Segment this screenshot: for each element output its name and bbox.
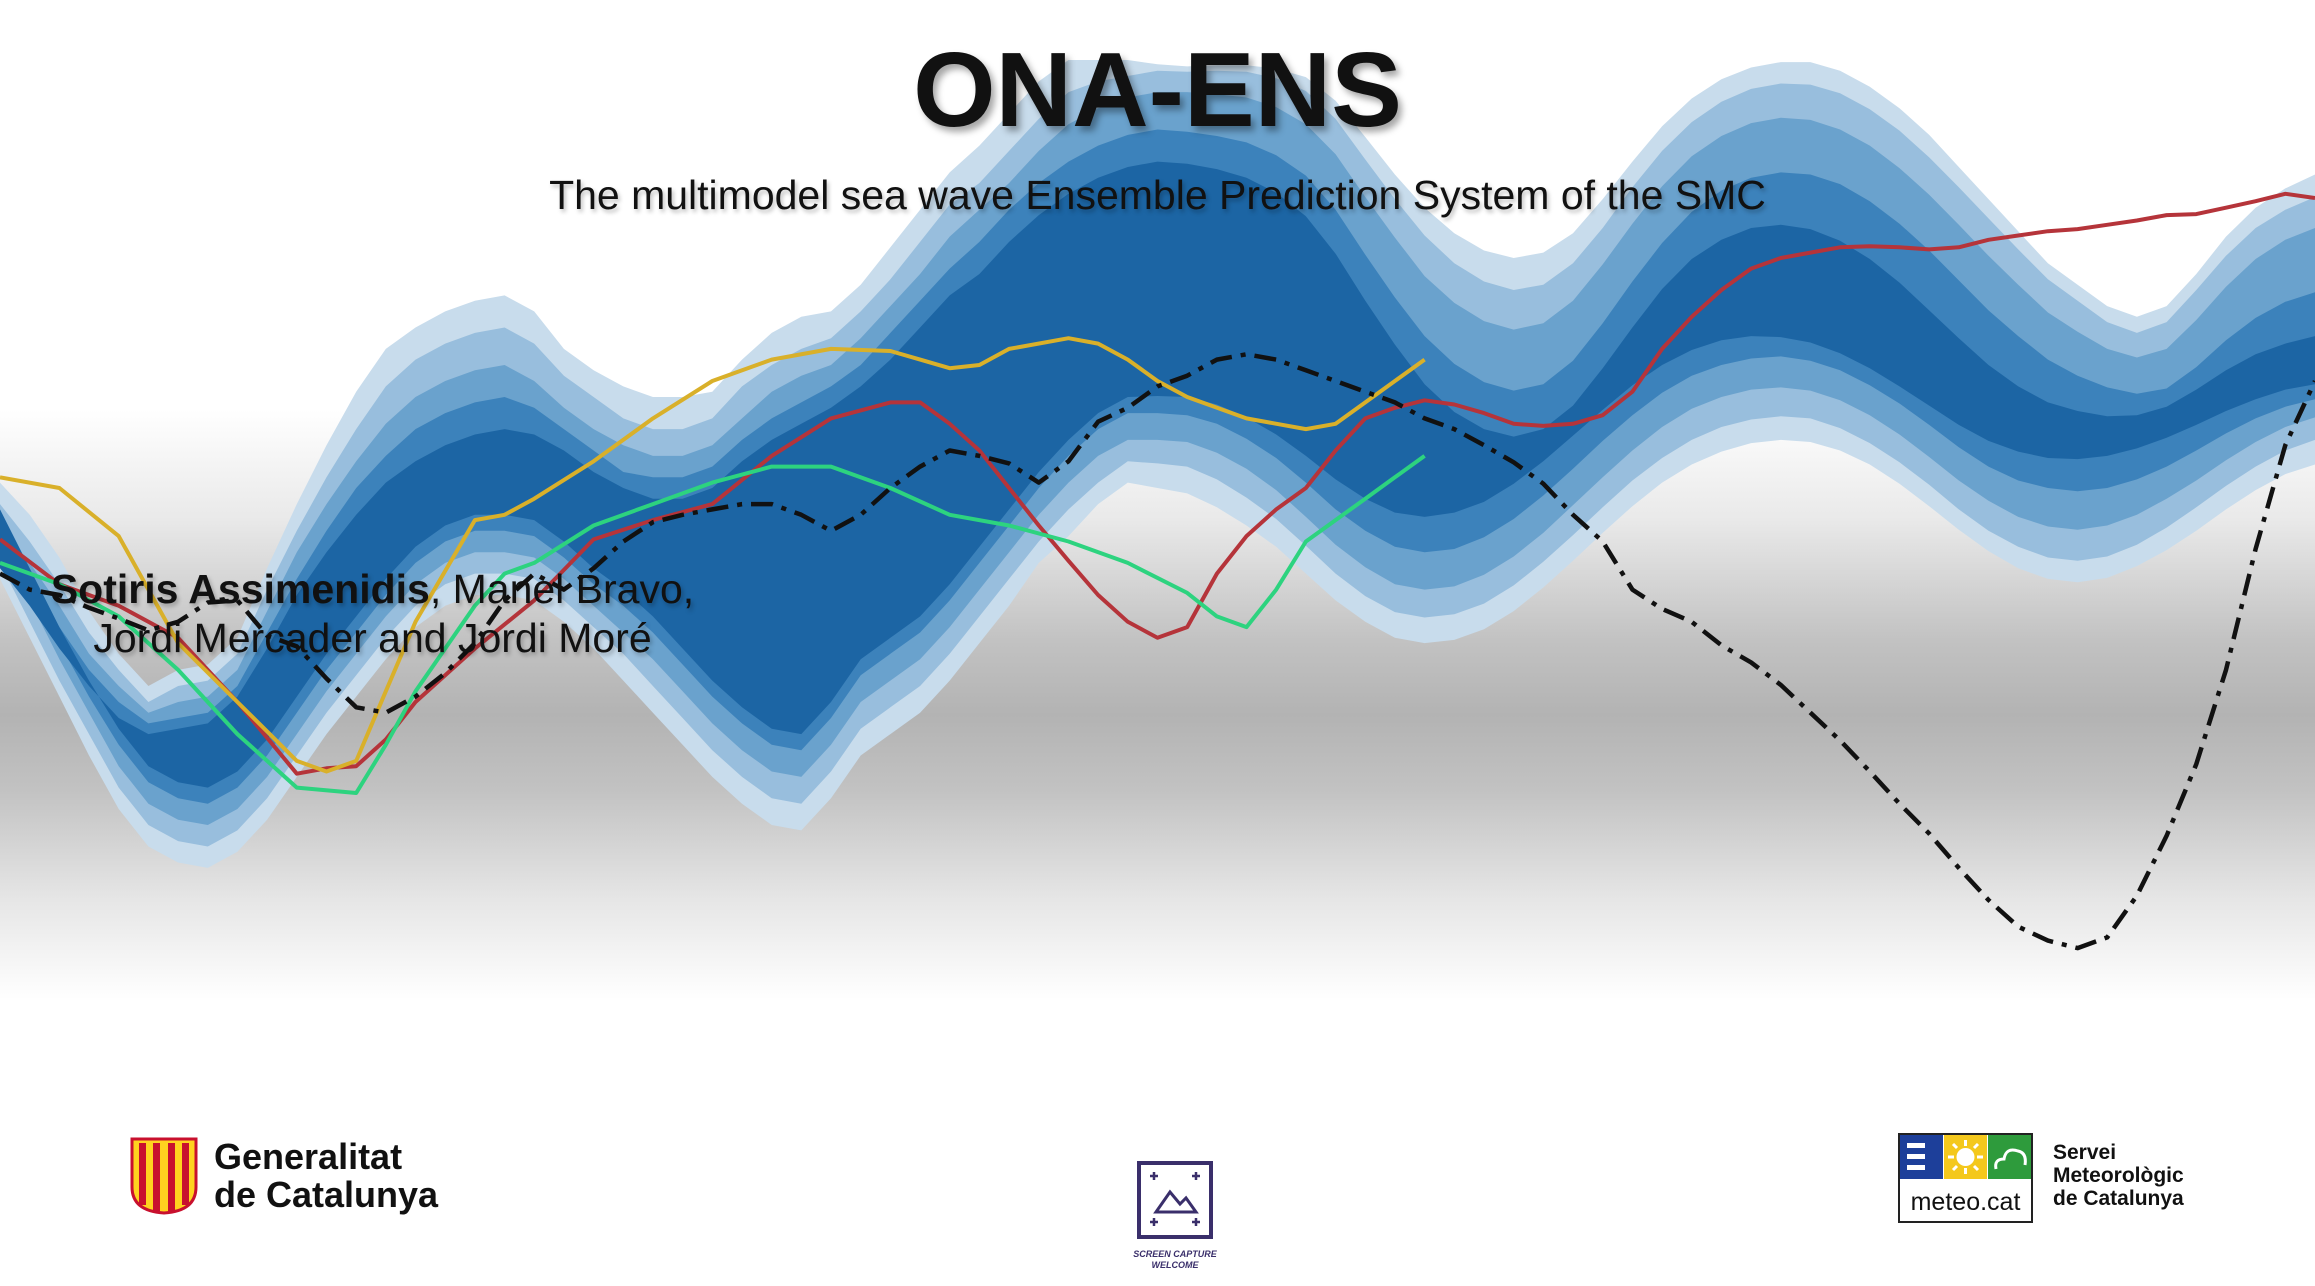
authors-line-1: Sotiris Assimenidis, Manel Bravo,	[0, 565, 745, 614]
menu-lines-icon	[1900, 1135, 1943, 1179]
yellow-model-line	[0, 336, 1426, 774]
meteo-badge: meteo.cat	[1898, 1133, 2033, 1223]
screen-capture-label: SCREEN CAPTURE WELCOME	[1110, 1249, 1240, 1271]
authors-line-2: Jordi Mercader and Jordi Moré	[93, 615, 652, 661]
green-model-line	[0, 454, 1426, 795]
page-title: ONA-ENS	[913, 31, 1402, 149]
gencat-line-1: Generalitat	[214, 1136, 403, 1177]
meteo-line-2: Meteorològic	[2053, 1164, 2184, 1187]
meteo-badge-text: meteo.cat	[1911, 1188, 2021, 1216]
screen-capture-logo: SCREEN CAPTURE WELCOME	[1110, 1160, 1240, 1271]
meteo-logo: meteo.cat Servei Meteorològic de Catalun…	[1898, 1133, 2184, 1223]
screen-capture-line-1: SCREEN CAPTURE	[1133, 1249, 1217, 1259]
screen-capture-line-2: WELCOME	[1151, 1260, 1199, 1270]
catalan-flag-icon	[130, 1137, 198, 1215]
gencat-line-2: de Catalunya	[214, 1174, 439, 1215]
authors: Sotiris Assimenidis, Manel Bravo, Jordi …	[0, 565, 745, 663]
gencat-logo: Generalitat de Catalunya	[130, 1135, 438, 1217]
meteo-line-3: de Catalunya	[2053, 1187, 2184, 1210]
observed-line	[0, 352, 2315, 951]
gencat-name: Generalitat de Catalunya	[214, 1138, 438, 1214]
co-authors: , Manel Bravo,	[429, 566, 695, 612]
mountain-frame-icon	[1137, 1161, 1213, 1239]
meteo-line-1: Servei	[2053, 1141, 2117, 1164]
cloud-icon	[1988, 1135, 2031, 1179]
meteo-name: Servei Meteorològic de Catalunya	[2053, 1141, 2184, 1210]
ensemble-mean-line	[0, 191, 2315, 776]
page-subtitle: The multimodel sea wave Ensemble Predict…	[549, 172, 1766, 218]
ensemble-band-inner	[0, 161, 2315, 788]
lead-author: Sotiris Assimenidis	[50, 566, 430, 612]
sun-icon	[1944, 1135, 1987, 1179]
